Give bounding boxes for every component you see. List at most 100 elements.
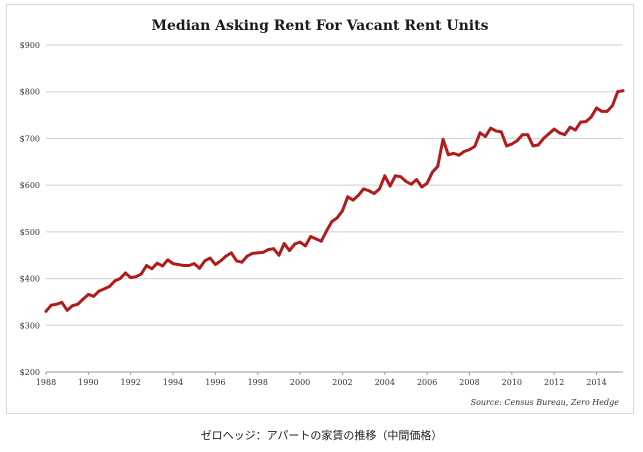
data-point bbox=[621, 89, 625, 93]
data-point bbox=[346, 195, 350, 199]
data-point bbox=[192, 262, 196, 266]
data-point bbox=[60, 301, 64, 304]
data-point bbox=[372, 192, 376, 195]
data-point bbox=[473, 144, 477, 148]
y-tick-label: $200 bbox=[20, 368, 40, 377]
data-point bbox=[595, 106, 598, 110]
data-point bbox=[425, 181, 429, 185]
y-tick-label: $500 bbox=[20, 228, 40, 237]
data-point bbox=[616, 90, 620, 94]
y-tick-label: $300 bbox=[20, 321, 40, 330]
data-point bbox=[129, 276, 133, 280]
x-tick-label: 2008 bbox=[459, 378, 479, 387]
data-point bbox=[431, 170, 434, 174]
data-point bbox=[213, 263, 217, 266]
data-point bbox=[526, 133, 530, 137]
data-point bbox=[208, 256, 212, 260]
grid-lines bbox=[46, 44, 623, 373]
data-point bbox=[611, 104, 614, 108]
x-tick-label: 1998 bbox=[248, 378, 268, 387]
data-point bbox=[356, 194, 360, 197]
data-point bbox=[303, 244, 307, 248]
data-point bbox=[76, 302, 80, 306]
data-point bbox=[536, 143, 540, 147]
data-point bbox=[240, 260, 244, 264]
x-tick-label: 1996 bbox=[205, 378, 225, 387]
data-point bbox=[261, 251, 265, 254]
data-point bbox=[415, 178, 418, 181]
data-point bbox=[393, 174, 397, 178]
data-point bbox=[584, 120, 588, 124]
data-point bbox=[71, 304, 74, 308]
data-point bbox=[203, 259, 207, 263]
data-point bbox=[235, 259, 238, 263]
data-point bbox=[266, 248, 270, 252]
data-point bbox=[351, 198, 355, 202]
x-tick-label: 2004 bbox=[375, 378, 395, 387]
x-tick-label: 2006 bbox=[417, 378, 437, 387]
data-point bbox=[605, 109, 609, 113]
data-point bbox=[182, 264, 186, 267]
y-tick-label: $600 bbox=[20, 181, 40, 190]
data-point bbox=[319, 239, 323, 243]
data-point bbox=[86, 293, 90, 296]
data-point bbox=[462, 150, 466, 153]
data-point bbox=[288, 249, 291, 252]
data-point bbox=[499, 130, 503, 134]
data-point bbox=[542, 137, 545, 140]
x-tick-label: 1990 bbox=[78, 378, 98, 387]
y-tick-label: $800 bbox=[20, 88, 40, 97]
data-point bbox=[383, 174, 387, 178]
x-tick-label: 1988 bbox=[36, 378, 56, 387]
data-point bbox=[446, 153, 450, 157]
data-point bbox=[483, 135, 487, 138]
data-point bbox=[309, 235, 313, 238]
x-tick-label: 2000 bbox=[290, 378, 310, 387]
data-point bbox=[515, 139, 519, 143]
x-tick-label: 2002 bbox=[332, 378, 352, 387]
data-point bbox=[510, 142, 514, 146]
data-point bbox=[589, 115, 593, 119]
data-point bbox=[531, 144, 535, 148]
data-point bbox=[166, 258, 170, 262]
data-point bbox=[224, 254, 228, 258]
data-point bbox=[198, 266, 201, 270]
data-point bbox=[547, 132, 551, 136]
data-point bbox=[436, 165, 440, 168]
data-point bbox=[489, 126, 493, 130]
chart-title: Median Asking Rent For Vacant Rent Units bbox=[152, 18, 489, 34]
data-point bbox=[335, 216, 339, 220]
data-point bbox=[118, 277, 122, 280]
data-point bbox=[341, 209, 344, 213]
data-point bbox=[404, 180, 408, 183]
data-point bbox=[55, 302, 58, 306]
data-point bbox=[92, 294, 96, 298]
data-points bbox=[44, 89, 625, 313]
data-point bbox=[552, 127, 556, 131]
x-tick-label: 2014 bbox=[586, 378, 606, 387]
data-point bbox=[44, 309, 48, 313]
data-point bbox=[139, 272, 143, 276]
chart-frame: Median Asking Rent For Vacant Rent Units… bbox=[6, 4, 634, 414]
y-tick-label: $400 bbox=[20, 275, 40, 284]
data-point bbox=[245, 254, 249, 258]
data-point bbox=[108, 285, 111, 288]
data-point bbox=[600, 109, 604, 113]
y-tick-label: $900 bbox=[20, 41, 40, 50]
data-point bbox=[468, 148, 471, 152]
data-point bbox=[113, 279, 117, 283]
y-tick-label: $700 bbox=[20, 134, 40, 143]
data-point bbox=[388, 184, 392, 188]
data-point bbox=[362, 187, 366, 191]
data-point bbox=[494, 129, 498, 133]
data-point bbox=[505, 144, 508, 148]
data-point bbox=[49, 303, 53, 307]
data-point bbox=[378, 187, 381, 191]
data-point bbox=[176, 263, 180, 266]
data-point bbox=[293, 242, 297, 246]
x-tick-label: 2012 bbox=[544, 378, 564, 387]
data-point bbox=[420, 185, 424, 189]
data-point bbox=[277, 253, 281, 257]
data-point bbox=[325, 229, 328, 233]
data-point bbox=[65, 308, 69, 312]
